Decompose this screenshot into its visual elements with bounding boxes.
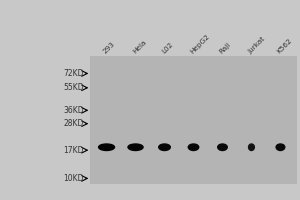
Text: K562: K562 <box>276 38 294 55</box>
Text: 72KD: 72KD <box>64 69 84 78</box>
Text: 10KD: 10KD <box>64 174 84 183</box>
Ellipse shape <box>249 144 254 151</box>
Text: 36KD: 36KD <box>63 106 84 115</box>
Ellipse shape <box>276 144 285 151</box>
Text: 293: 293 <box>102 41 116 55</box>
Ellipse shape <box>188 144 199 151</box>
Ellipse shape <box>159 144 170 151</box>
Ellipse shape <box>218 144 227 151</box>
Ellipse shape <box>128 144 143 151</box>
Text: HepG2: HepG2 <box>189 33 211 55</box>
Text: 28KD: 28KD <box>64 119 84 128</box>
Ellipse shape <box>99 144 115 151</box>
Text: 17KD: 17KD <box>64 146 84 155</box>
Text: L02: L02 <box>160 41 174 55</box>
Text: 55KD: 55KD <box>63 83 84 92</box>
Text: Hela: Hela <box>131 39 147 55</box>
Text: Raji: Raji <box>218 41 232 55</box>
Text: Jurkat: Jurkat <box>247 36 266 55</box>
